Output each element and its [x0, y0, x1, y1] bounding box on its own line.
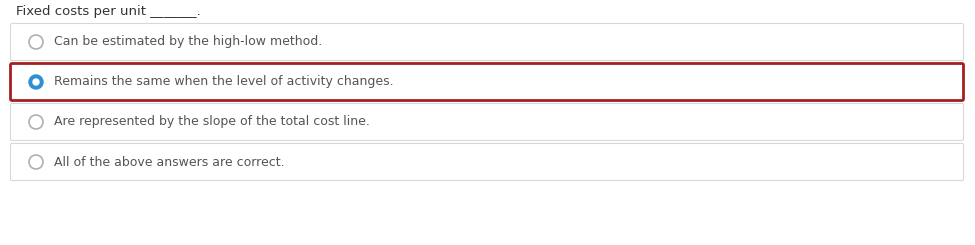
Text: Fixed costs per unit _______.: Fixed costs per unit _______. — [16, 5, 201, 18]
Circle shape — [29, 35, 43, 49]
Circle shape — [29, 155, 43, 169]
Text: All of the above answers are correct.: All of the above answers are correct. — [54, 156, 285, 169]
Circle shape — [29, 75, 43, 89]
Text: Are represented by the slope of the total cost line.: Are represented by the slope of the tota… — [54, 115, 370, 128]
Circle shape — [33, 79, 39, 85]
FancyBboxPatch shape — [11, 144, 963, 181]
Circle shape — [29, 115, 43, 129]
FancyBboxPatch shape — [11, 24, 963, 61]
FancyBboxPatch shape — [11, 103, 963, 140]
Text: Can be estimated by the high-low method.: Can be estimated by the high-low method. — [54, 36, 323, 49]
FancyBboxPatch shape — [11, 63, 963, 100]
Text: Remains the same when the level of activity changes.: Remains the same when the level of activ… — [54, 75, 394, 88]
